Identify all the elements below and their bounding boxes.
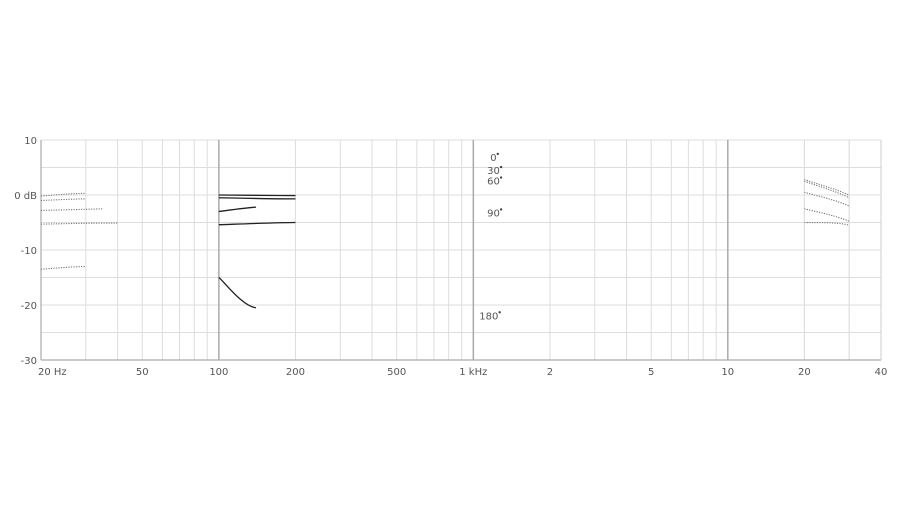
x-tick-label: 500 xyxy=(387,367,406,378)
y-tick-label: -20 xyxy=(21,301,37,312)
series-line-dotted-high xyxy=(804,208,850,222)
series-label: 60 xyxy=(487,177,500,188)
series-line-dotted-low xyxy=(40,198,86,202)
x-tick-label: 40 xyxy=(875,367,888,378)
x-tick-label: 1 kHz xyxy=(459,367,487,378)
series-line-dotted-high xyxy=(804,221,850,226)
x-tick-label: 5 xyxy=(648,367,654,378)
series-line xyxy=(218,276,257,309)
series-line xyxy=(218,194,296,197)
x-tick-label: 20 Hz xyxy=(38,367,67,378)
series-label: 0 xyxy=(490,153,496,164)
series-line-dotted-high xyxy=(804,180,850,199)
series-line-dotted-low xyxy=(40,192,86,197)
series-lines xyxy=(40,179,850,309)
x-tick-label: 100 xyxy=(209,367,228,378)
series-line-dotted-low xyxy=(40,265,86,270)
degree-mark-icon xyxy=(499,208,503,211)
y-tick-label: 0 dB xyxy=(14,191,37,202)
series-line-dotted-high xyxy=(804,179,850,196)
series-line-dotted-low xyxy=(40,222,118,225)
series-line xyxy=(218,197,296,200)
degree-mark-icon xyxy=(496,152,499,156)
degree-mark-icon xyxy=(499,165,503,169)
x-tick-label: 10 xyxy=(721,367,734,378)
y-tick-label: -10 xyxy=(21,246,37,257)
series-label: 30 xyxy=(487,166,500,177)
x-tick-label: 50 xyxy=(136,367,149,378)
x-tick-label: 20 xyxy=(798,367,811,378)
series-label: 180 xyxy=(479,311,498,322)
degree-mark-icon xyxy=(499,176,503,179)
series-line-dotted-high xyxy=(804,191,850,207)
series-line xyxy=(218,221,296,226)
series-label: 90 xyxy=(487,208,500,219)
series-line xyxy=(218,206,257,213)
grid xyxy=(40,139,882,361)
y-tick-label: -30 xyxy=(21,356,37,367)
x-tick-label: 2 xyxy=(547,367,553,378)
y-tick-label: 10 xyxy=(24,136,37,147)
series-line-dotted-low xyxy=(40,208,103,211)
x-tick-label: 200 xyxy=(286,367,305,378)
degree-mark-icon xyxy=(498,311,501,314)
